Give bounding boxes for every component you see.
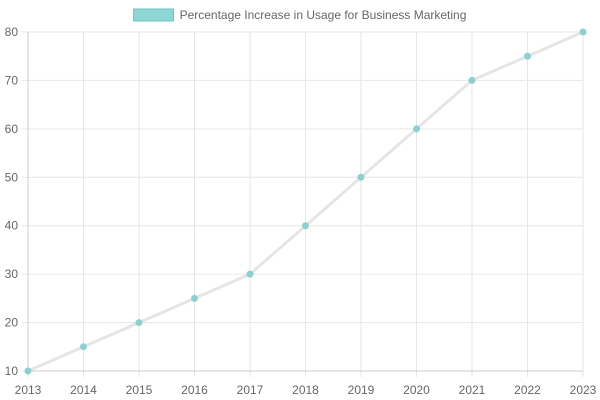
data-point[interactable] [80, 343, 87, 351]
data-point[interactable] [191, 294, 198, 302]
data-point[interactable] [468, 76, 476, 84]
data-point[interactable] [357, 173, 365, 181]
data-point[interactable] [135, 319, 143, 327]
x-tick-label: 2013 [15, 383, 42, 397]
data-point[interactable] [246, 270, 254, 278]
y-tick-label: 30 [5, 267, 19, 281]
x-tick-label: 2016 [181, 383, 208, 397]
x-tick-label: 2021 [459, 383, 486, 397]
data-point[interactable] [413, 125, 420, 133]
x-tick-label: 2018 [292, 383, 319, 397]
legend-label[interactable]: Percentage Increase in Usage for Busines… [180, 8, 467, 22]
y-tick-label: 60 [5, 122, 19, 136]
x-tick-label: 2017 [237, 383, 264, 397]
x-tick-label: 2020 [403, 383, 430, 397]
x-tick-label: 2022 [514, 383, 541, 397]
x-tick-label: 2019 [348, 383, 375, 397]
x-tick-label: 2015 [126, 383, 153, 397]
series-layer [24, 28, 587, 375]
y-tick-label: 50 [5, 170, 19, 184]
y-tick-label: 70 [5, 73, 19, 87]
grid-lines [27, 31, 584, 372]
legend-swatch[interactable] [133, 8, 175, 22]
y-tick-label: 10 [5, 364, 19, 378]
y-tick-label: 80 [5, 25, 19, 39]
legend[interactable]: Percentage Increase in Usage for Busines… [133, 8, 467, 22]
x-tick-label: 2014 [70, 383, 97, 397]
x-tick-label: 2023 [570, 383, 597, 397]
y-tick-label: 40 [5, 219, 19, 233]
data-point[interactable] [524, 52, 531, 60]
axes: 10 20 30 40 50 60 70 80 2013 2014 2015 2016 2017 2018… [5, 25, 597, 397]
y-tick-label: 20 [5, 316, 19, 330]
data-point[interactable] [24, 367, 32, 375]
data-point[interactable] [579, 28, 587, 36]
data-point[interactable] [302, 222, 309, 230]
